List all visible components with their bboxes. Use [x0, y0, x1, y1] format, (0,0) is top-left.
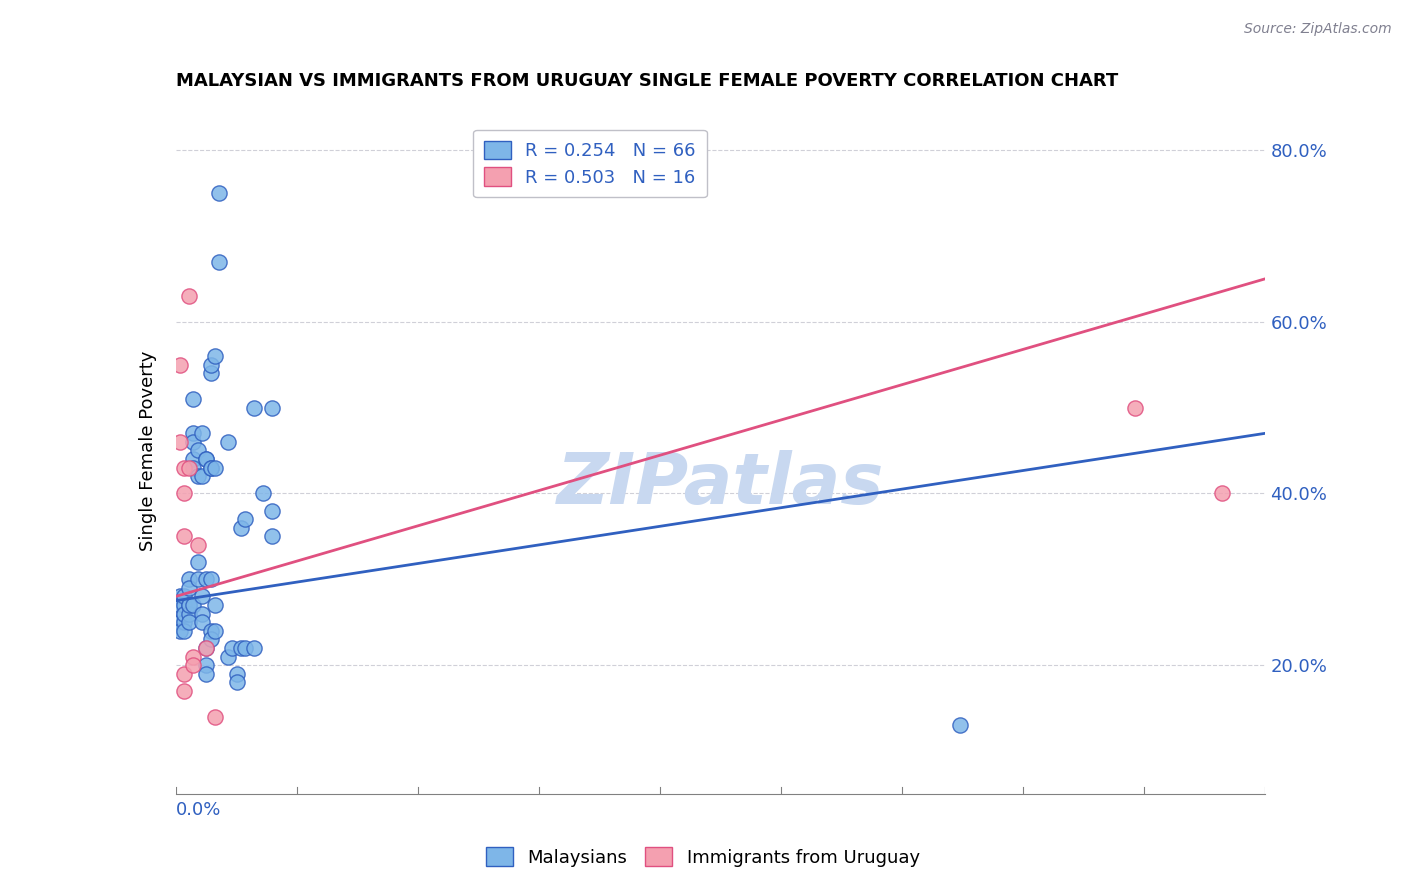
Point — [173, 624, 195, 638]
Point — [195, 452, 218, 467]
Point — [204, 598, 226, 612]
Point — [200, 460, 222, 475]
Point — [186, 443, 209, 458]
Point — [173, 683, 195, 698]
Point — [191, 615, 214, 630]
Point — [200, 624, 222, 638]
Point — [200, 460, 222, 475]
Point — [169, 434, 191, 449]
Point — [173, 486, 195, 500]
Point — [200, 358, 222, 372]
Point — [243, 401, 266, 415]
Point — [169, 615, 191, 630]
Point — [169, 590, 191, 604]
Point — [177, 598, 200, 612]
Point — [195, 572, 218, 586]
Point — [231, 640, 253, 655]
Point — [177, 581, 200, 595]
Point — [169, 358, 191, 372]
Point — [235, 512, 257, 526]
Point — [221, 640, 243, 655]
Point — [243, 640, 266, 655]
Point — [186, 572, 209, 586]
Point — [260, 401, 283, 415]
Point — [173, 460, 195, 475]
Point — [260, 503, 283, 517]
Point — [217, 649, 239, 664]
Point — [200, 366, 222, 380]
Point — [204, 460, 226, 475]
Y-axis label: Single Female Poverty: Single Female Poverty — [139, 351, 157, 550]
Point — [177, 607, 200, 621]
Point — [181, 598, 204, 612]
Point — [181, 460, 204, 475]
Legend: Malaysians, Immigrants from Uruguay: Malaysians, Immigrants from Uruguay — [478, 840, 928, 874]
Point — [173, 615, 195, 630]
Point — [191, 590, 214, 604]
Point — [173, 529, 195, 543]
Point — [200, 572, 222, 586]
Point — [186, 538, 209, 552]
Point — [181, 426, 204, 441]
Point — [181, 452, 204, 467]
Point — [225, 666, 247, 681]
Point — [225, 675, 247, 690]
Point — [231, 521, 253, 535]
Point — [949, 718, 972, 732]
Point — [217, 434, 239, 449]
Point — [191, 469, 214, 483]
Point — [181, 649, 204, 664]
Point — [186, 555, 209, 569]
Point — [204, 624, 226, 638]
Text: Source: ZipAtlas.com: Source: ZipAtlas.com — [1244, 22, 1392, 37]
Point — [177, 598, 200, 612]
Point — [195, 666, 218, 681]
Point — [1211, 486, 1233, 500]
Point — [195, 640, 218, 655]
Text: ZIPatlas: ZIPatlas — [557, 450, 884, 519]
Point — [195, 452, 218, 467]
Point — [195, 640, 218, 655]
Point — [204, 349, 226, 363]
Legend: R = 0.254   N = 66, R = 0.503   N = 16: R = 0.254 N = 66, R = 0.503 N = 16 — [472, 130, 707, 197]
Point — [177, 460, 200, 475]
Point — [208, 254, 231, 268]
Point — [173, 590, 195, 604]
Point — [173, 666, 195, 681]
Point — [195, 658, 218, 673]
Point — [181, 434, 204, 449]
Point — [181, 658, 204, 673]
Text: MALAYSIAN VS IMMIGRANTS FROM URUGUAY SINGLE FEMALE POVERTY CORRELATION CHART: MALAYSIAN VS IMMIGRANTS FROM URUGUAY SIN… — [176, 72, 1118, 90]
Point — [235, 640, 257, 655]
Point — [208, 186, 231, 200]
Point — [177, 615, 200, 630]
Point — [191, 426, 214, 441]
Point — [169, 624, 191, 638]
Point — [173, 607, 195, 621]
Point — [177, 572, 200, 586]
Point — [186, 469, 209, 483]
Point — [252, 486, 274, 500]
Point — [173, 607, 195, 621]
Point — [169, 598, 191, 612]
Point — [173, 598, 195, 612]
Point — [177, 289, 200, 303]
Point — [1123, 401, 1146, 415]
Text: 0.0%: 0.0% — [176, 801, 221, 819]
Point — [191, 607, 214, 621]
Point — [204, 709, 226, 723]
Point — [200, 632, 222, 647]
Point — [260, 529, 283, 543]
Point — [181, 392, 204, 406]
